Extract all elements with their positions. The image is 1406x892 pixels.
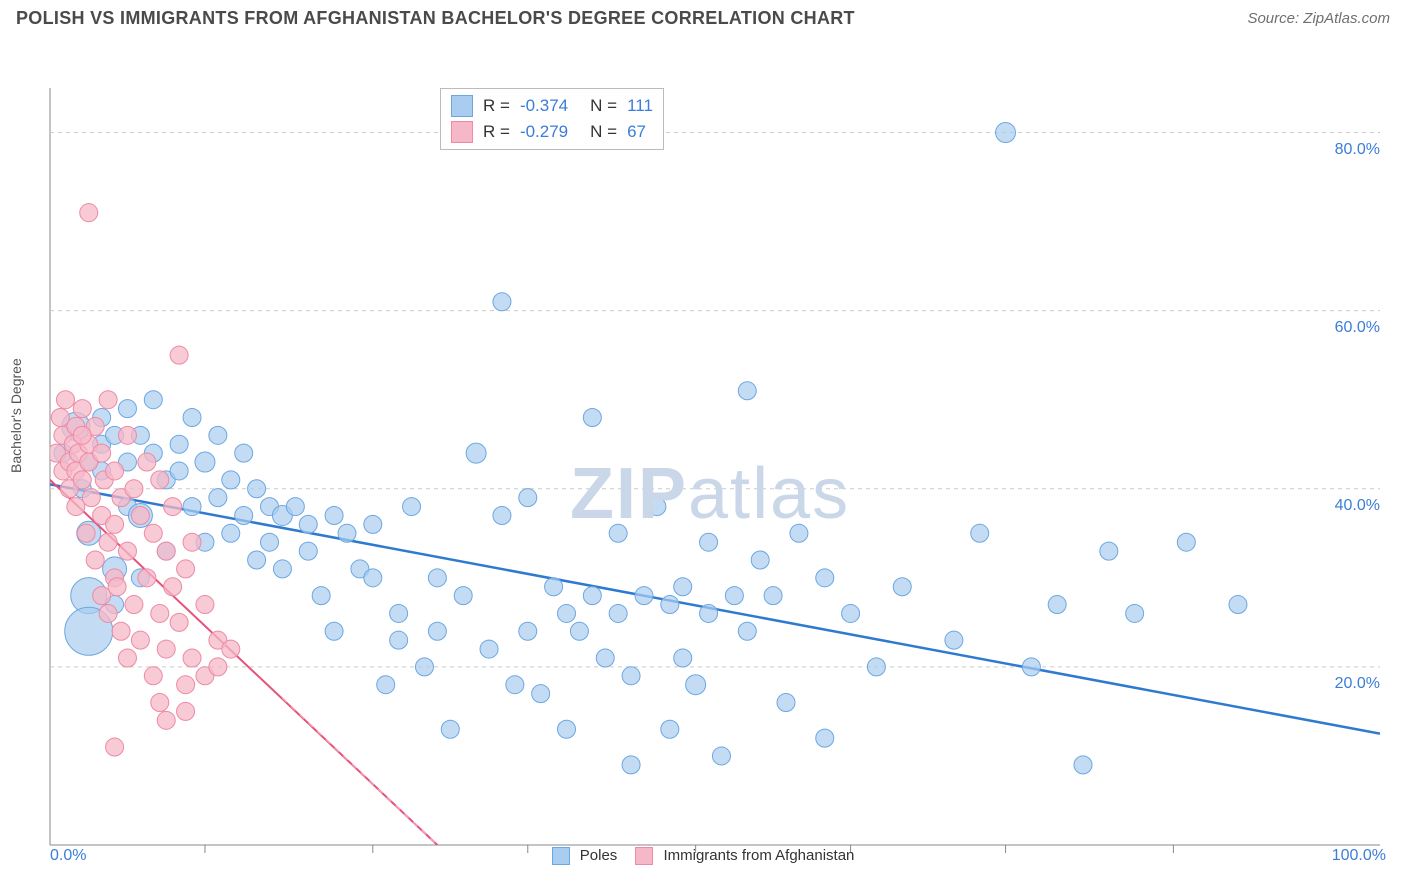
legend-item-poles: Poles [552, 847, 618, 865]
legend-item-afghan: Immigrants from Afghanistan [635, 847, 854, 865]
legend-label-afghan: Immigrants from Afghanistan [663, 847, 854, 864]
chart-area: ZIPatlas Bachelor's Degree 0.0% 100.0% 2… [0, 33, 1406, 883]
y-tick-label: 60.0% [1335, 319, 1380, 337]
stats-r-value-poles: -0.374 [520, 96, 568, 116]
stats-r-label: R = [483, 96, 510, 116]
stats-r-value-afghan: -0.279 [520, 122, 568, 142]
scatter-chart-svg [0, 33, 1406, 883]
stats-row-afghan: R = -0.279 N = 67 [451, 119, 653, 145]
stats-swatch-poles [451, 95, 473, 117]
stats-swatch-afghan [451, 121, 473, 143]
stats-row-poles: R = -0.374 N = 111 [451, 93, 653, 119]
source-attribution: Source: ZipAtlas.com [1247, 10, 1390, 27]
legend-swatch-afghan [635, 847, 653, 865]
correlation-stats-box: R = -0.374 N = 111 R = -0.279 N = 67 [440, 88, 664, 150]
y-tick-label: 20.0% [1335, 675, 1380, 693]
stats-n-label: N = [590, 122, 617, 142]
stats-n-label: N = [590, 96, 617, 116]
y-axis-label: Bachelor's Degree [8, 358, 24, 473]
stats-r-label: R = [483, 122, 510, 142]
series-legend: Poles Immigrants from Afghanistan [0, 847, 1406, 865]
y-tick-label: 80.0% [1335, 141, 1380, 159]
stats-n-value-poles: 111 [627, 96, 653, 116]
legend-swatch-poles [552, 847, 570, 865]
y-tick-label: 40.0% [1335, 497, 1380, 515]
legend-label-poles: Poles [580, 847, 618, 864]
chart-title: POLISH VS IMMIGRANTS FROM AFGHANISTAN BA… [16, 8, 855, 29]
stats-n-value-afghan: 67 [627, 122, 646, 142]
